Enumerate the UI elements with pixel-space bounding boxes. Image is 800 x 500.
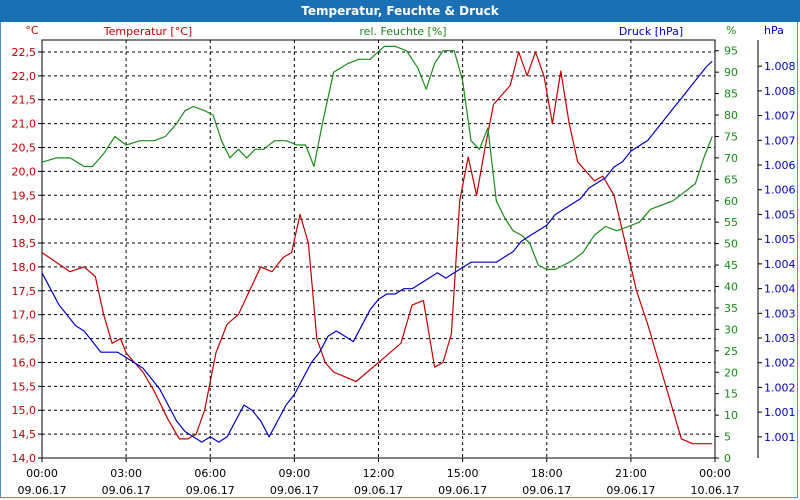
- pressure-tick-label: 1.007: [764, 134, 796, 147]
- x-tick-label-date: 09.06.17: [438, 484, 487, 497]
- humidity-tick-label: 75: [724, 130, 738, 143]
- pressure-tick-label: 1.001: [764, 431, 796, 444]
- series-line-pressure: [41, 60, 713, 443]
- pressure-tick-label: 1.004: [764, 258, 796, 271]
- chart-title: Temperatur, Feuchte & Druck: [0, 0, 800, 22]
- pressure-tick-label: 1.008: [764, 60, 796, 73]
- left-tick-label: 22,0: [12, 70, 37, 83]
- x-tick-label-date: 09.06.17: [18, 484, 67, 497]
- x-tick-label-date: 09.06.17: [186, 484, 235, 497]
- humidity-tick-label: 55: [724, 216, 738, 229]
- humidity-tick-label: 45: [724, 259, 738, 272]
- x-tick-label-time: 00:00: [26, 467, 58, 480]
- x-tick-label-time: 21:00: [615, 467, 647, 480]
- humidity-axis-unit: %: [726, 24, 736, 37]
- left-tick-label: 16,5: [12, 333, 37, 346]
- x-tick-label-time: 03:00: [110, 467, 142, 480]
- humidity-tick-label: 65: [724, 173, 738, 186]
- x-tick-label-time: 18:00: [531, 467, 563, 480]
- x-tick-label-date: 09.06.17: [270, 484, 319, 497]
- pressure-axis-unit: hPa: [764, 24, 784, 37]
- left-tick-label: 18,5: [12, 237, 37, 250]
- x-tick-label-time: 00:00: [699, 467, 731, 480]
- humidity-tick-label: 0: [724, 452, 731, 465]
- left-tick-label: 17,0: [12, 309, 37, 322]
- left-tick-label: 22,5: [12, 46, 37, 59]
- x-tick-label-date: 09.06.17: [354, 484, 403, 497]
- x-tick-label-date: 09.06.17: [522, 484, 571, 497]
- x-tick-label-date: 09.06.17: [102, 484, 151, 497]
- temperature-legend: Temperatur [°C]: [103, 25, 192, 38]
- humidity-tick-label: 30: [724, 323, 738, 336]
- humidity-tick-label: 95: [724, 45, 738, 58]
- left-tick-label: 21,5: [12, 94, 37, 107]
- left-tick-label: 17,5: [12, 285, 37, 298]
- humidity-tick-label: 60: [724, 195, 738, 208]
- left-tick-label: 14,5: [12, 428, 37, 441]
- humidity-tick-label: 85: [724, 88, 738, 101]
- humidity-legend: rel. Feuchte [%]: [359, 25, 446, 38]
- left-tick-label: 18,0: [12, 261, 37, 274]
- left-tick-label: 19,0: [12, 213, 37, 226]
- humidity-tick-label: 40: [724, 281, 738, 294]
- humidity-tick-label: 5: [724, 431, 731, 444]
- humidity-tick-label: 20: [724, 366, 738, 379]
- pressure-tick-label: 1.005: [764, 233, 796, 246]
- humidity-tick-label: 70: [724, 152, 738, 165]
- pressure-tick-label: 1.004: [764, 283, 796, 296]
- left-axis-unit: °C: [25, 24, 39, 37]
- left-tick-label: 14,0: [12, 452, 37, 465]
- humidity-tick-label: 90: [724, 66, 738, 79]
- left-tick-label: 16,0: [12, 356, 37, 369]
- pressure-tick-label: 1.007: [764, 110, 796, 123]
- x-tick-label-time: 12:00: [363, 467, 395, 480]
- humidity-tick-label: 50: [724, 238, 738, 251]
- chart-frame: [0, 22, 798, 498]
- left-tick-label: 20,0: [12, 165, 37, 178]
- pressure-tick-label: 1.003: [764, 332, 796, 345]
- humidity-tick-label: 15: [724, 388, 738, 401]
- x-tick-label-date: 09.06.17: [606, 484, 655, 497]
- pressure-tick-label: 1.001: [764, 406, 796, 419]
- humidity-tick-label: 25: [724, 345, 738, 358]
- humidity-tick-label: 80: [724, 109, 738, 122]
- grid: [42, 40, 715, 458]
- left-tick-label: 15,5: [12, 380, 37, 393]
- pressure-tick-label: 1.002: [764, 381, 796, 394]
- x-tick-label-time: 15:00: [447, 467, 479, 480]
- pressure-tick-label: 1.008: [764, 85, 796, 98]
- left-tick-label: 19,5: [12, 189, 37, 202]
- series-lines: [41, 45, 713, 445]
- x-tick-label-time: 09:00: [279, 467, 311, 480]
- series-line-temperature: [41, 51, 713, 445]
- x-tick-label-time: 06:00: [194, 467, 226, 480]
- axis-labels: 00:00 09.06.17 03:00 09.06.17 06:00 09.06.17 0…: [12, 24, 796, 497]
- pressure-legend: Druck [hPa]: [619, 25, 683, 38]
- series-line-humidity: [41, 45, 713, 270]
- pressure-tick-label: 1.005: [764, 208, 796, 221]
- left-tick-label: 20,5: [12, 141, 37, 154]
- pressure-tick-label: 1.003: [764, 307, 796, 320]
- left-tick-label: 15,0: [12, 404, 37, 417]
- pressure-tick-label: 1.006: [764, 159, 796, 172]
- humidity-tick-label: 35: [724, 302, 738, 315]
- pressure-tick-label: 1.006: [764, 184, 796, 197]
- humidity-tick-label: 10: [724, 409, 738, 422]
- left-tick-label: 21,0: [12, 118, 37, 131]
- x-tick-label-date: 10.06.17: [691, 484, 740, 497]
- pressure-tick-label: 1.002: [764, 357, 796, 370]
- axes: [38, 39, 762, 462]
